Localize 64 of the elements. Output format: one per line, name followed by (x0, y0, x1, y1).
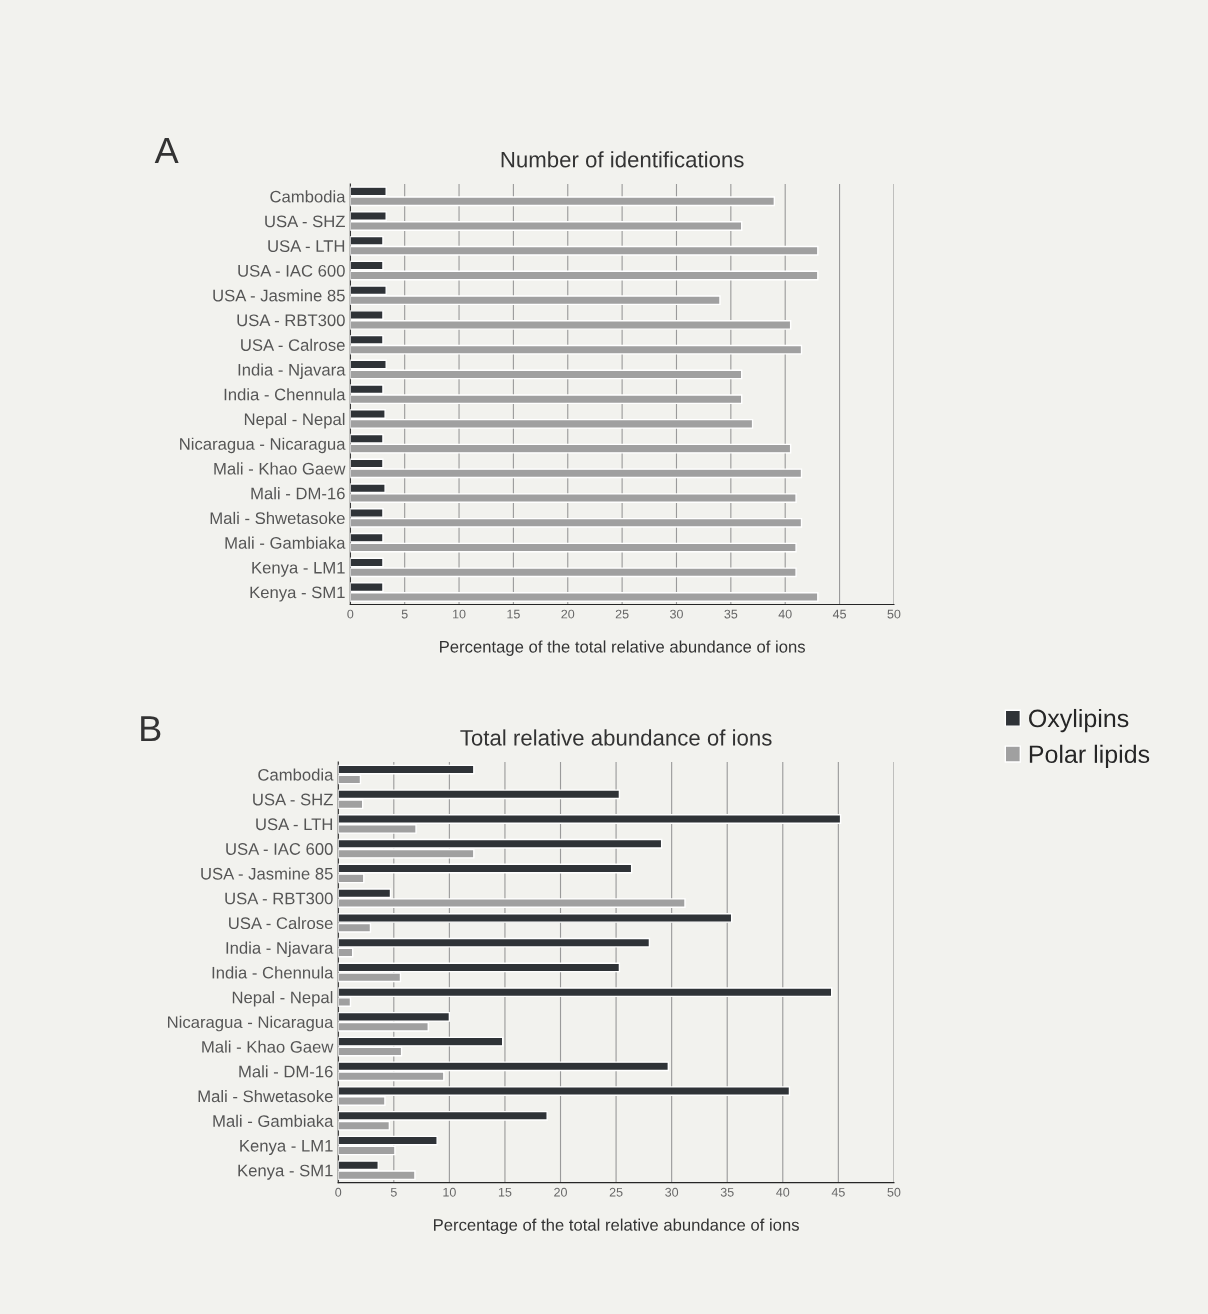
y-tick-label: India - Njavara (226, 941, 334, 958)
x-tick-label: 50 (887, 609, 901, 619)
y-tick-label: Nepal - Nepal (232, 991, 333, 1007)
y-tick-label: Kenya - SM1 (238, 1164, 333, 1180)
y-tick-label: India - Njavara (238, 363, 346, 379)
x-axis-title: Percentage of the total relative abundance of ions (440, 640, 805, 656)
y-tick-label: USA - Calrose (229, 916, 333, 930)
x-tick-label: 20 (561, 609, 575, 619)
y-tick-label: Cambodia (258, 768, 334, 781)
y-tick-label: USA - LTH (256, 818, 333, 831)
y-tick-label: Mali - Khao Gaew (214, 462, 346, 475)
y-tick-label: Kenya - SM1 (250, 586, 345, 602)
y-tick-label: Nicaragua - Nicaragua (168, 1015, 334, 1032)
y-tick-label: Kenya - LM1 (240, 1140, 333, 1155)
x-tick-label: 5 (401, 609, 408, 619)
x-tick-label: 15 (498, 1187, 512, 1197)
y-tick-label: USA - RBT300 (225, 892, 333, 905)
y-tick-label: Nepal - Nepal (244, 412, 345, 429)
y-tick-label: USA - LTH (268, 240, 345, 252)
x-tick-label: 25 (609, 1187, 623, 1197)
y-tick-label: Mali - DM-16 (239, 1065, 333, 1078)
y-tick-label: Cambodia (270, 190, 346, 203)
y-tick-label: USA - IAC 600 (238, 264, 345, 277)
x-tick-label: 15 (507, 609, 520, 619)
x-tick-label: 25 (615, 609, 629, 619)
y-tick-label: Mali - Shwetasoke (210, 511, 345, 525)
x-tick-label: 30 (665, 1187, 679, 1197)
legend-label: Oxylipins (1029, 708, 1129, 733)
y-tick-label: Mali - Khao Gaew (202, 1040, 334, 1053)
y-tick-label: Mali - Gambiaka (225, 536, 346, 549)
chart-title: Number of identifications (501, 151, 744, 168)
x-tick-label: 0 (335, 1187, 342, 1197)
x-tick-label: 40 (778, 609, 792, 619)
legend-label: Polar lipids (1029, 744, 1150, 769)
x-tick-label: 35 (724, 609, 738, 619)
y-tick-label: USA - Jasmine 85 (201, 867, 333, 880)
y-tick-label: Kenya - LM1 (252, 561, 345, 577)
x-tick-label: 10 (443, 1187, 456, 1197)
x-tick-label: 35 (720, 1187, 734, 1197)
x-tick-label: 40 (776, 1187, 790, 1197)
y-tick-label: Mali - Shwetasoke (198, 1089, 333, 1103)
x-tick-label: 0 (347, 609, 354, 619)
y-tick-label: USA - Jasmine 85 (213, 289, 345, 302)
x-axis-title: Percentage of the total relative abundance of ions (434, 1218, 799, 1235)
x-tick-label: 45 (831, 1187, 845, 1197)
y-tick-label: Mali - Gambiaka (213, 1114, 334, 1127)
x-tick-label: 20 (554, 1187, 567, 1197)
x-tick-label: 5 (390, 1187, 397, 1197)
y-tick-label: USA - SHZ (265, 215, 345, 228)
y-tick-label: Nicaragua - Nicaragua (180, 437, 346, 454)
x-tick-label: 45 (832, 609, 846, 619)
chart-title: Total relative abundance of ions (460, 729, 772, 746)
y-tick-label: USA - RBT300 (237, 314, 345, 327)
text: A (154, 138, 179, 163)
y-tick-label: India - Chennula (224, 388, 346, 401)
x-tick-label: 10 (453, 609, 466, 619)
y-tick-label: USA - SHZ (253, 793, 333, 806)
y-tick-label: India - Chennula (212, 966, 334, 979)
text: B (141, 716, 161, 742)
y-tick-label: Mali - DM-16 (251, 487, 345, 500)
x-tick-label: 50 (887, 1187, 901, 1197)
x-tick-label: 30 (670, 609, 683, 619)
y-tick-label: USA - Calrose (241, 338, 345, 351)
y-tick-label: USA - IAC 600 (226, 843, 333, 855)
